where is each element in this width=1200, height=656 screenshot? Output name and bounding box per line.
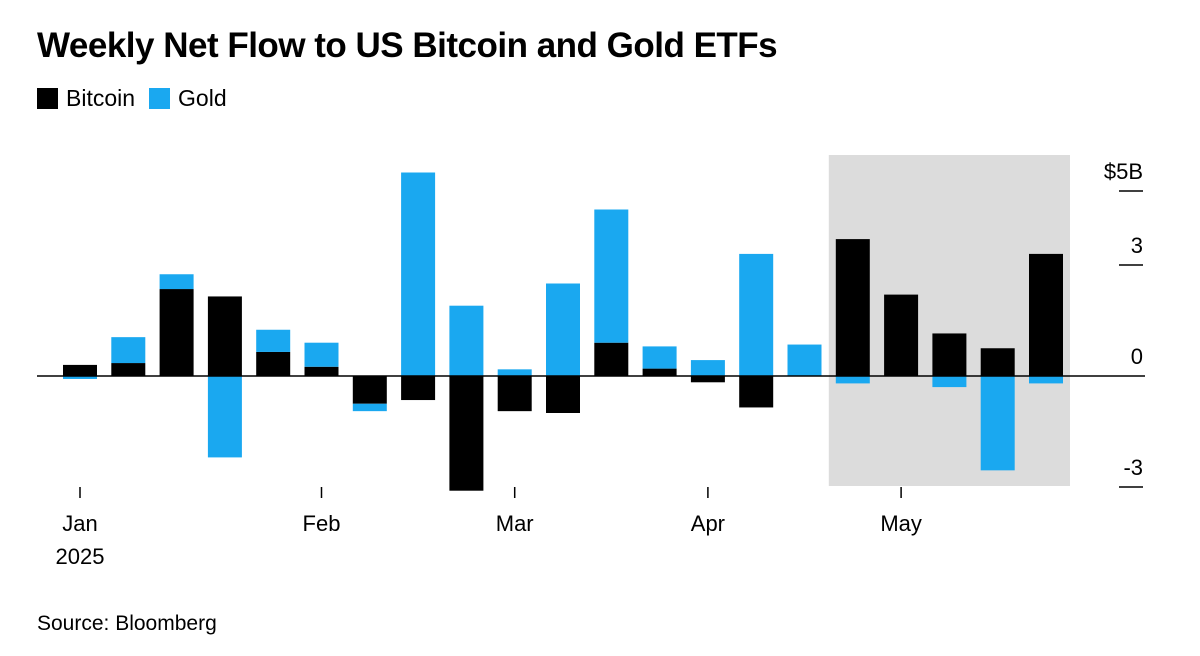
bar-bitcoin-8 [449,376,484,491]
bar-gold-10 [546,283,580,376]
x-tick-label-3: Apr [691,511,725,536]
bar-gold-19 [980,376,1015,471]
bar-gold-5 [304,342,339,367]
chart-title: Weekly Net Flow to US Bitcoin and Gold E… [37,26,778,65]
bar-gold-8 [449,305,484,376]
bar-bitcoin-7 [401,376,436,401]
bar-bitcoin-5 [304,366,339,376]
bar-bitcoin-9 [497,376,532,412]
bar-gold-6 [352,403,387,412]
legend-item-gold: Gold [149,85,227,112]
bar-bitcoin-12 [642,368,677,376]
bar-bitcoin-11 [594,342,629,376]
bar-bitcoin-13 [690,376,725,383]
y-tick-label-1: 3 [1131,233,1143,258]
x-tick-label-0: Jan [62,511,97,536]
bar-gold-14 [739,253,774,376]
bar-gold-2 [159,274,194,290]
y-tick-label-3: -3 [1123,455,1143,480]
bar-gold-16 [835,376,870,384]
bar-gold-13 [690,360,725,376]
bar-bitcoin-10 [546,376,580,413]
bar-bitcoin-3 [207,296,242,376]
x-tick-label-2: Mar [496,511,534,536]
source-note: Source: Bloomberg [37,612,217,635]
legend-swatch-bitcoin [37,88,58,109]
x-tick-sublabel-0: 2025 [56,544,105,569]
legend-swatch-gold [149,88,171,109]
bar-bitcoin-19 [980,348,1015,376]
bar-gold-4 [256,329,291,352]
bar-gold-15 [787,344,822,376]
bar-gold-11 [594,209,629,343]
legend-item-bitcoin: Bitcoin [37,85,135,112]
bar-gold-18 [932,376,967,388]
bar-bitcoin-0 [63,364,97,376]
x-tick-label-1: Feb [303,511,341,536]
bar-gold-1 [111,337,146,364]
bar-gold-12 [642,346,677,369]
bar-bitcoin-14 [739,376,774,408]
bar-gold-9 [497,369,532,376]
y-tick-label-0: $5B [1104,159,1143,184]
bar-bitcoin-2 [159,289,194,376]
y-tick-label-2: 0 [1131,344,1143,369]
bar-bitcoin-4 [256,351,291,376]
x-tick-label-4: May [880,511,922,536]
legend: Bitcoin Gold [37,85,241,112]
bar-bitcoin-18 [932,333,967,376]
legend-label-gold: Gold [178,85,227,111]
bar-bitcoin-20 [1029,253,1063,376]
bar-bitcoin-17 [884,294,919,376]
bar-bitcoin-1 [111,363,146,376]
bar-bitcoin-6 [352,376,387,404]
bar-gold-20 [1029,376,1063,384]
bar-bitcoin-16 [835,239,870,376]
bar-gold-3 [207,376,242,458]
bar-gold-7 [401,172,436,376]
bar-gold-0 [63,376,97,379]
legend-label-bitcoin: Bitcoin [66,85,136,111]
